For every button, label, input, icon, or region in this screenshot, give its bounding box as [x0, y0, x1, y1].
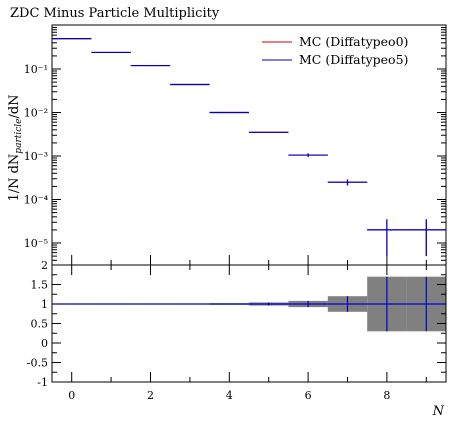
legend-label-diffatypeo0: MC (Diffatypeo0) [299, 34, 408, 49]
main-y-tick-label: 10⁻⁵ [24, 237, 48, 250]
ratio-y-tick-label: -1 [37, 376, 48, 389]
ratio-panel: -1 -0.5 0 0.5 1 1.5 2 0 2 4 6 8 [27, 259, 447, 402]
ratio-y-tick-label: 1.5 [31, 279, 49, 292]
ratio-y-tick-label: 2 [41, 259, 48, 272]
x-tick-label: 2 [147, 389, 154, 402]
main-y-tick-label: 10⁻³ [24, 150, 48, 163]
ratio-data-series [52, 276, 446, 332]
chart-title: ZDC Minus Particle Multiplicity [10, 6, 220, 21]
y-axis-label: 1/N dNparticle/dN [7, 94, 24, 201]
x-tick-label: 6 [305, 389, 312, 402]
ratio-y-tick-label: 0.5 [31, 318, 49, 331]
main-y-tick-label: 10⁻¹ [24, 63, 48, 76]
main-y-tick-label: 10⁻⁴ [24, 194, 49, 207]
ratio-x-ticks: 0 2 4 6 8 [68, 265, 427, 402]
main-data-series [52, 37, 446, 257]
ratio-y-tick-label: -0.5 [27, 357, 48, 370]
ratio-y-tick-label: 0 [41, 337, 48, 350]
legend-label-diffatypeo5: MC (Diffatypeo5) [299, 52, 408, 67]
legend: MC (Diffatypeo0) MC (Diffatypeo5) [262, 34, 408, 67]
ratio-y-tick-label: 1 [41, 298, 48, 311]
x-tick-label: 8 [383, 389, 390, 402]
main-y-tick-label: 10⁻² [24, 107, 48, 120]
x-axis-label: N [432, 404, 445, 419]
x-tick-label: 0 [68, 389, 75, 402]
x-tick-label: 4 [226, 389, 233, 402]
main-panel: 10⁻⁵ 10⁻⁴ 10⁻³ 10⁻² 10⁻¹ [24, 24, 447, 266]
ratio-y-ticks: -1 -0.5 0 0.5 1 1.5 2 [27, 259, 446, 389]
main-y-ticks: 10⁻⁵ 10⁻⁴ 10⁻³ 10⁻² 10⁻¹ [24, 26, 446, 261]
main-x-ticks [71, 255, 427, 265]
